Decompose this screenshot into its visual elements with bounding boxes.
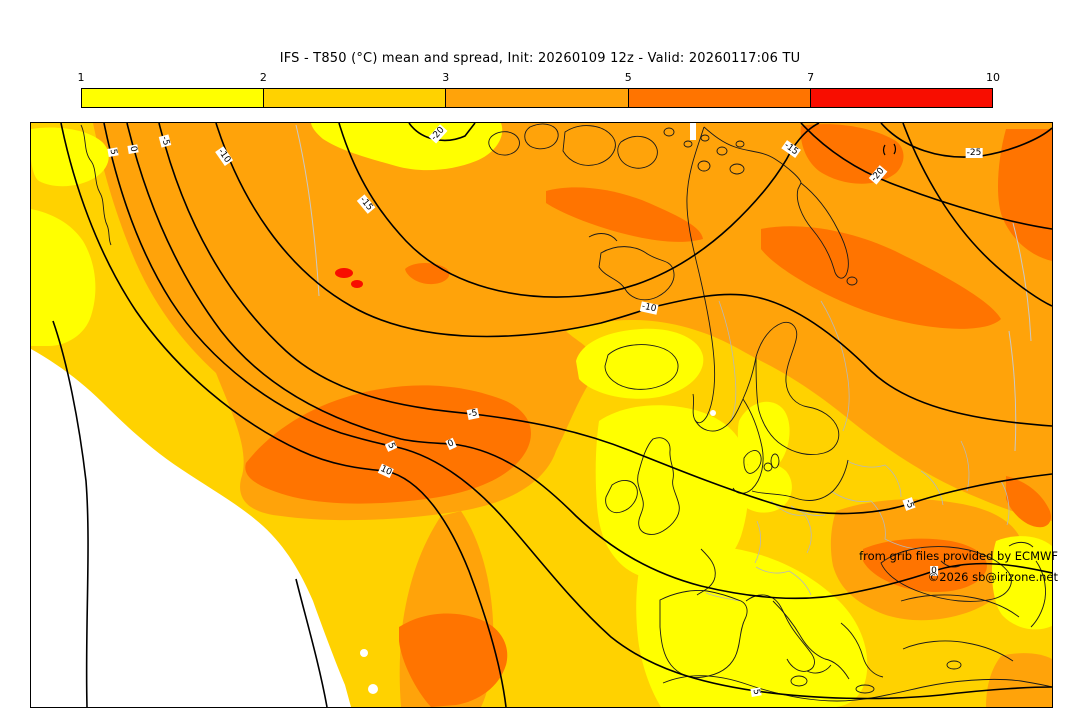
credit-line-1: from grib files provided by ECMWF xyxy=(859,549,1058,563)
spread-fill-yellow xyxy=(736,462,792,513)
colorbar-tick-5: 5 xyxy=(624,71,632,84)
credit-line-2: ©2026 sb@irizone.net xyxy=(927,570,1058,584)
contour-10-warm xyxy=(60,123,507,707)
spread-fill-yellow xyxy=(576,328,704,399)
spread-fill-belowmin-speck xyxy=(710,410,716,416)
colorbar-tick-3: 3 xyxy=(442,71,450,84)
coastlines xyxy=(80,123,1052,702)
colorbar-tick-7: 7 xyxy=(807,71,815,84)
contour-15-warm xyxy=(52,320,89,707)
spread-fill-darkorange xyxy=(1006,476,1051,528)
map-canvas xyxy=(30,122,1053,708)
contour-m15-east xyxy=(902,123,1052,307)
contour-label-0: 0 xyxy=(930,566,938,576)
country-borders xyxy=(705,300,1010,602)
spread-fill-yellow xyxy=(31,209,96,346)
colorbar-tick-10: 10 xyxy=(986,71,1000,84)
spread-fill-yellow xyxy=(31,127,109,187)
spread-fill-red xyxy=(335,268,353,278)
spread-fill-darkorange xyxy=(546,187,703,242)
spread-fill-belowmin-speck xyxy=(360,649,368,657)
spread-fill-yellow xyxy=(595,405,749,582)
spread-fill-red xyxy=(351,280,363,288)
colorbar-segment-1-2 xyxy=(82,89,265,107)
tiny-contour-marks xyxy=(882,143,897,156)
graticule-lines xyxy=(295,124,1032,452)
colorbar-segment-7-10 xyxy=(810,89,993,107)
spread-fill-darkorange xyxy=(997,129,1052,261)
contour-20-warm xyxy=(295,578,328,707)
spread-fill-yellow xyxy=(311,123,503,171)
spread-fill-yellow xyxy=(991,536,1052,630)
colorbar-segment-5-7 xyxy=(628,89,811,107)
spread-fill-darkorange xyxy=(399,613,508,707)
spread-fill-darkorange xyxy=(761,226,1001,329)
contour-m20-east xyxy=(800,123,1052,230)
colorbar-segment-2-3 xyxy=(264,89,447,107)
contour-label--25: -25 xyxy=(965,148,983,158)
page-title: IFS - T850 (°C) mean and spread, Init: 2… xyxy=(279,51,801,66)
colorbar-tick-1: 1 xyxy=(77,71,85,84)
colorbar xyxy=(81,88,993,108)
mask-bar xyxy=(690,123,696,140)
spread-fill-belowmin-speck xyxy=(368,684,378,694)
spread-fill-yellow xyxy=(737,401,790,471)
spread-fill-orange-corner xyxy=(986,653,1052,707)
spread-fill-yellow xyxy=(636,546,868,707)
spread-fill-darkorange xyxy=(405,263,450,285)
colorbar-tick-2: 2 xyxy=(259,71,267,84)
map-credits: from grib files provided by ECMWF ©2026 … xyxy=(859,549,1058,591)
spread-fill-belowmin xyxy=(31,349,351,707)
contour-0 xyxy=(126,123,1052,600)
map-graphic xyxy=(31,123,1052,707)
contour-5 xyxy=(103,123,1052,700)
colorbar-tick-labels: 1 2 3 5 7 10 xyxy=(0,71,1080,85)
colorbar-segment-3-5 xyxy=(446,89,629,107)
